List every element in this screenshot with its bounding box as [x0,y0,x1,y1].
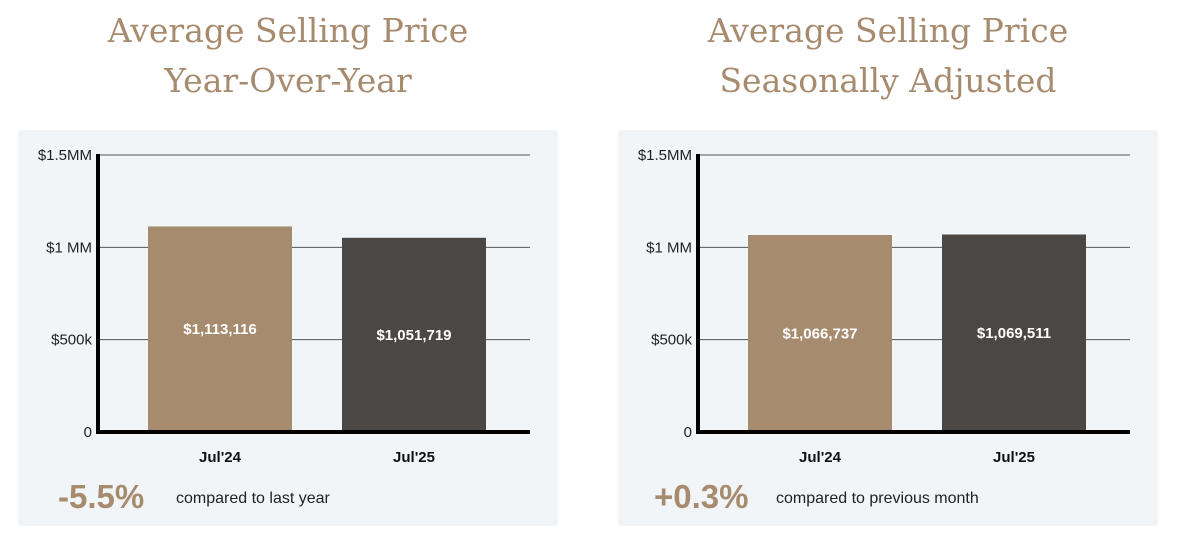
chart-title-line1: Average Selling Price [107,11,469,50]
x-tick-label: Jul'25 [393,449,435,466]
bar [148,226,292,432]
change-percent: +0.3% [654,478,749,515]
x-tick-label: Jul'24 [199,449,242,466]
chart-panel-yoy: 0 $500k $1 MM $1.5MM $1,113,116 Jul'24 $1,051,… [18,130,558,526]
change-description: compared to previous month [776,490,979,507]
x-tick-label: Jul'25 [993,449,1035,466]
bar [942,234,1086,432]
y-tick-label: 0 [684,424,692,441]
y-tick-label: $1.5MM [38,147,92,164]
chart-panel-seasonal: 0 $500k $1 MM $1.5MM $1,066,737 Jul'24 $1,069,… [618,130,1158,526]
chart-title-line2: Year-Over-Year [164,61,412,100]
chart-title-seasonal: Average Selling Price Seasonally Adjuste… [608,6,1168,106]
y-tick-label: $500k [51,332,92,349]
y-tick-label: $1 MM [646,239,692,256]
bar-value-label: $1,113,116 [183,321,256,338]
bar-chart-seasonal: 0 $500k $1 MM $1.5MM $1,066,737 Jul'24 $1,069,… [638,147,1130,466]
change-description: compared to last year [176,490,330,507]
chart-title-line2: Seasonally Adjusted [719,61,1057,100]
x-tick-label: Jul'24 [799,449,842,466]
y-tick-label: $500k [651,332,692,349]
change-percent: -5.5% [58,478,145,515]
bar-value-label: $1,069,511 [977,325,1051,342]
y-tick-label: $1 MM [46,239,92,256]
bar [342,237,486,432]
y-tick-label: 0 [84,424,92,441]
chart-title-line1: Average Selling Price [707,11,1069,50]
bar-value-label: $1,066,737 [782,326,857,343]
bar-chart-yoy: 0 $500k $1 MM $1.5MM $1,113,116 Jul'24 $1,051,… [38,147,530,466]
bar-value-label: $1,051,719 [376,327,451,344]
bar [748,235,892,432]
y-tick-label: $1.5MM [638,147,692,164]
chart-title-yoy: Average Selling Price Year-Over-Year [8,6,568,106]
